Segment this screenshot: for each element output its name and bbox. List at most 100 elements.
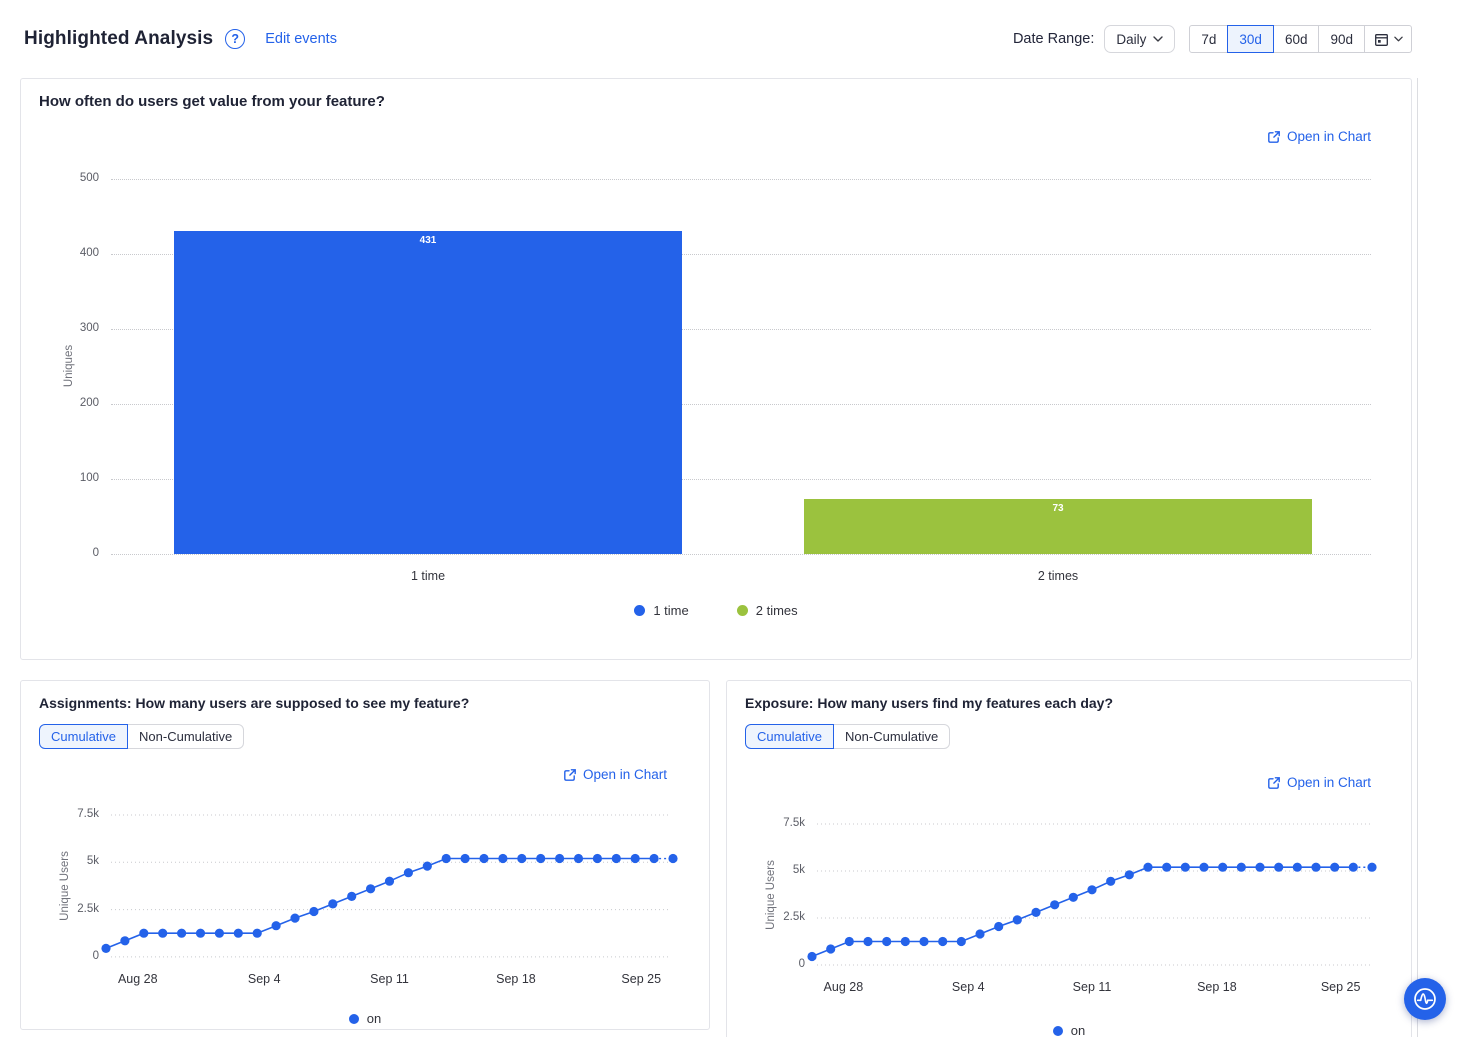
amplitude-logo-icon (1414, 988, 1436, 1010)
data-point[interactable] (233, 928, 243, 938)
calendar-icon (1374, 33, 1388, 46)
data-point[interactable] (195, 928, 206, 938)
range-7d-button[interactable]: 7d (1189, 25, 1229, 53)
data-point[interactable] (1162, 862, 1172, 872)
granularity-value: Daily (1116, 31, 1147, 47)
data-point[interactable] (807, 951, 817, 962)
data-point[interactable] (630, 853, 640, 864)
data-point[interactable] (1274, 862, 1284, 872)
data-point[interactable] (120, 936, 130, 946)
data-point[interactable] (1068, 892, 1078, 902)
edit-events-link[interactable]: Edit events (265, 31, 337, 47)
data-point[interactable] (956, 936, 966, 947)
data-point[interactable] (1330, 862, 1340, 872)
data-point[interactable] (555, 853, 565, 864)
range-30d-button[interactable]: 30d (1227, 25, 1274, 53)
calendar-range-button[interactable] (1364, 25, 1412, 53)
legend-dot (634, 605, 646, 616)
granularity-select[interactable]: Daily (1104, 25, 1176, 53)
y-axis-tick: 7.5k (77, 808, 99, 820)
data-point[interactable] (919, 936, 929, 947)
data-point[interactable] (158, 928, 168, 938)
data-point[interactable] (441, 853, 451, 864)
data-point[interactable] (1106, 876, 1116, 886)
card-title: How often do users get value from your f… (39, 93, 385, 110)
data-point[interactable] (1087, 885, 1097, 895)
data-point[interactable] (1348, 862, 1358, 872)
legend-item[interactable]: 1 time (634, 603, 689, 618)
y-axis-label: Uniques (63, 344, 75, 388)
open-in-chart-link[interactable]: Open in Chart (1267, 775, 1371, 790)
scrollbar-track[interactable] (1417, 78, 1418, 1037)
data-point[interactable] (1236, 862, 1246, 872)
data-point[interactable] (517, 853, 527, 864)
data-point[interactable] (536, 853, 546, 864)
data-point[interactable] (101, 943, 111, 953)
data-point[interactable] (668, 853, 678, 864)
line-chart-canvas (101, 814, 678, 958)
data-point[interactable] (1292, 862, 1302, 872)
data-point[interactable] (309, 906, 319, 917)
data-point[interactable] (1031, 907, 1041, 917)
data-point[interactable] (479, 853, 489, 864)
range-90d-button[interactable]: 90d (1318, 25, 1365, 53)
range-60d-button[interactable]: 60d (1272, 25, 1320, 53)
open-in-chart-link[interactable]: Open in Chart (1267, 129, 1371, 144)
data-point[interactable] (900, 936, 910, 947)
data-point[interactable] (366, 884, 376, 894)
toggle-cumulative[interactable]: Cumulative (39, 724, 129, 749)
line-chart-canvas (807, 823, 1377, 966)
data-point[interactable] (649, 853, 659, 864)
card-title: Exposure: How many users find my feature… (745, 695, 1114, 711)
data-point[interactable] (592, 853, 603, 864)
data-point[interactable] (1311, 862, 1321, 872)
data-point[interactable] (938, 936, 948, 947)
data-point[interactable] (1050, 900, 1060, 910)
data-point[interactable] (422, 861, 432, 871)
data-point[interactable] (1367, 862, 1377, 872)
bar-value-label: 431 (419, 234, 437, 246)
legend-item[interactable]: on (1052, 1023, 1085, 1037)
data-point[interactable] (139, 928, 149, 938)
data-point[interactable] (826, 944, 836, 954)
data-point[interactable] (384, 876, 395, 886)
data-point[interactable] (1180, 862, 1190, 872)
open-in-chart-link[interactable]: Open in Chart (563, 767, 667, 782)
toggle-cumulative[interactable]: Cumulative (745, 724, 835, 749)
data-point[interactable] (328, 899, 338, 909)
y-axis-tick: 2.5k (77, 902, 99, 915)
toggle-non-cumulative[interactable]: Non-Cumulative (833, 724, 951, 749)
chart-legend: on (21, 1011, 709, 1026)
data-point[interactable] (573, 853, 584, 864)
data-point[interactable] (1012, 915, 1022, 925)
data-point[interactable] (844, 936, 854, 947)
data-point[interactable] (975, 929, 985, 939)
data-point[interactable] (214, 928, 224, 938)
data-point[interactable] (403, 868, 413, 878)
data-point[interactable] (1143, 862, 1153, 872)
bar-2-times[interactable]: 73 (804, 499, 1312, 554)
data-point[interactable] (290, 913, 300, 923)
data-point[interactable] (177, 928, 187, 938)
data-point[interactable] (1199, 862, 1209, 872)
data-point[interactable] (252, 928, 262, 938)
data-point[interactable] (271, 921, 281, 931)
data-point[interactable] (1218, 862, 1228, 872)
legend-item[interactable]: on (348, 1011, 381, 1026)
help-icon[interactable]: ? (225, 29, 246, 49)
toggle-non-cumulative[interactable]: Non-Cumulative (127, 724, 245, 749)
legend-label: 1 time (653, 603, 689, 618)
open-in-chart-label: Open in Chart (582, 767, 667, 782)
data-point[interactable] (882, 936, 892, 947)
data-point[interactable] (347, 891, 357, 901)
data-point[interactable] (460, 853, 470, 864)
data-point[interactable] (498, 853, 508, 864)
data-point[interactable] (1255, 862, 1265, 872)
data-point[interactable] (1124, 870, 1134, 880)
data-point[interactable] (863, 936, 873, 947)
bar-1-time[interactable]: 431 (174, 230, 682, 554)
legend-item[interactable]: 2 times (736, 603, 798, 618)
data-point[interactable] (994, 921, 1004, 932)
amplitude-assistant-button[interactable] (1404, 978, 1446, 1020)
data-point[interactable] (611, 853, 621, 864)
